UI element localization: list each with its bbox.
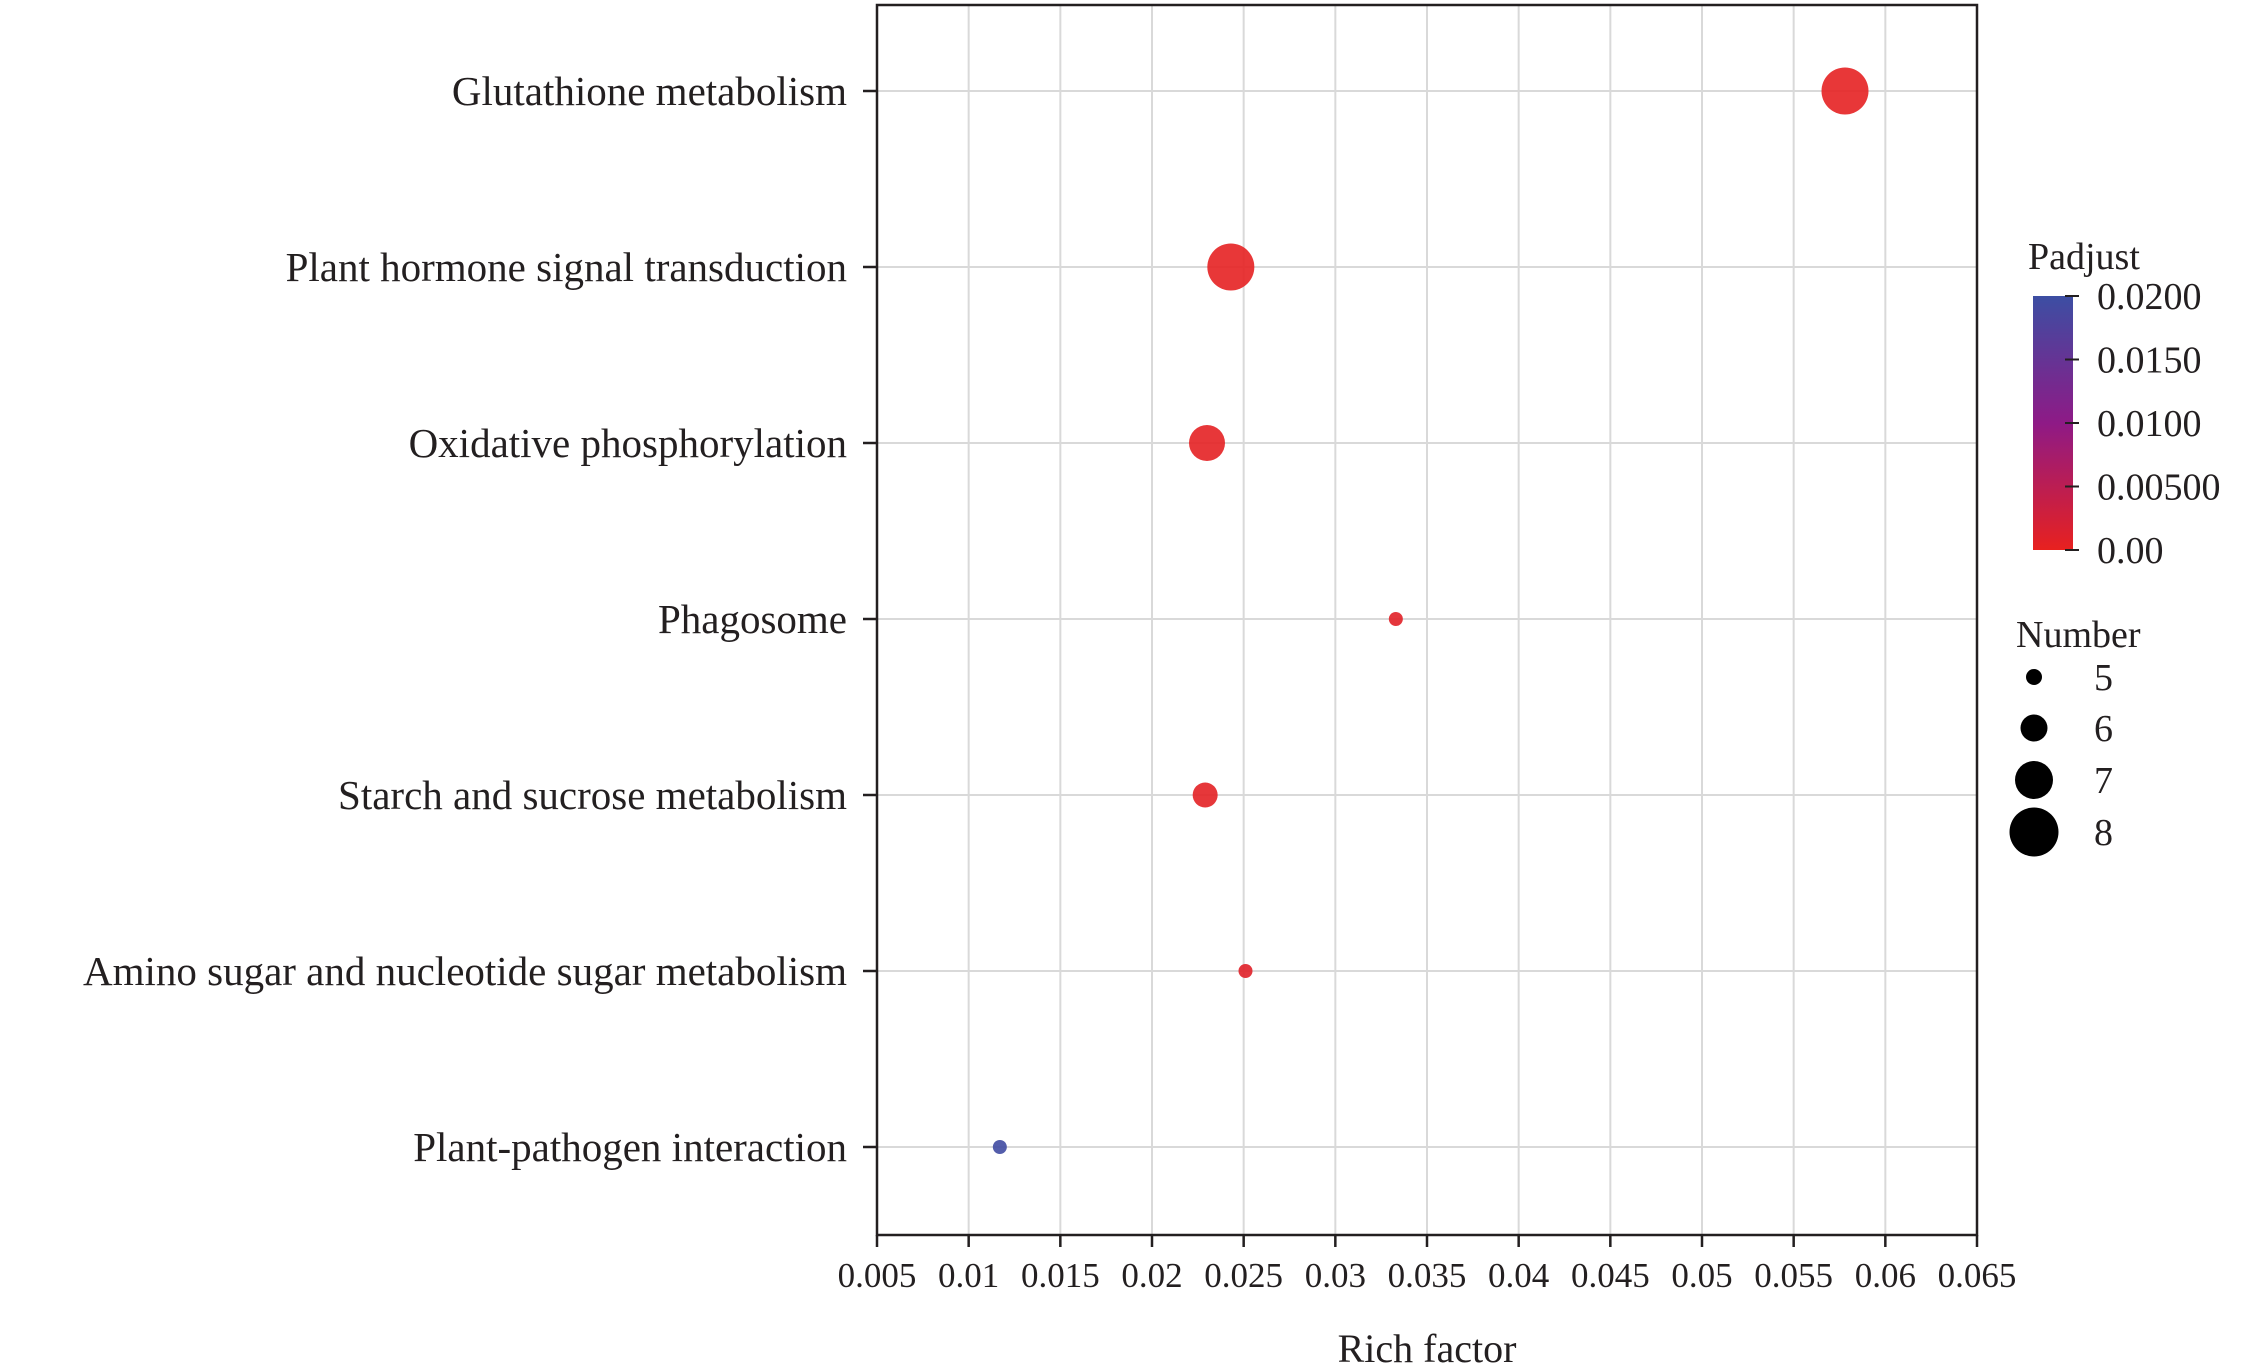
x-axis-title: Rich factor xyxy=(1338,1326,1517,1368)
color-legend-label: 0.0150 xyxy=(2097,340,2202,382)
data-point xyxy=(1207,243,1255,291)
x-axis-ticks xyxy=(875,1235,1979,1247)
data-point xyxy=(1189,425,1225,461)
x-tick-label: 0.005 xyxy=(838,1256,917,1295)
x-tick-label: 0.035 xyxy=(1388,1256,1467,1295)
x-tick-label: 0.045 xyxy=(1571,1256,1650,1295)
x-tick-label: 0.055 xyxy=(1754,1256,1833,1295)
data-point xyxy=(1821,67,1869,115)
size-legend-circle xyxy=(2026,669,2042,685)
y-axis-ticks xyxy=(863,89,877,1149)
x-tick-label: 0.05 xyxy=(1671,1256,1732,1295)
color-legend-title: Padjust xyxy=(2028,236,2140,278)
x-tick-label: 0.01 xyxy=(938,1256,999,1295)
category-label: Plant-pathogen interaction xyxy=(413,1124,847,1170)
size-legend-title: Number xyxy=(2016,614,2141,656)
size-legend-label: 5 xyxy=(2094,657,2113,699)
data-point xyxy=(1388,612,1403,626)
data-point xyxy=(1238,964,1253,978)
category-label: Starch and sucrose metabolism xyxy=(338,772,847,818)
x-tick-label: 0.03 xyxy=(1305,1256,1366,1295)
size-legend-circle xyxy=(2020,714,2048,742)
color-legend-label: 0.0200 xyxy=(2097,276,2202,318)
category-label: Amino sugar and nucleotide sugar metabol… xyxy=(83,948,847,994)
category-label: Phagosome xyxy=(658,596,847,642)
data-point xyxy=(992,1140,1007,1154)
x-tick-label: 0.015 xyxy=(1021,1256,1100,1295)
x-tick-label: 0.06 xyxy=(1855,1256,1916,1295)
x-tick-label: 0.065 xyxy=(1938,1256,2017,1295)
color-legend-ticks: 0.0200 0.0150 0.0100 0.00500 0.00 xyxy=(2065,276,2221,572)
size-legend-label: 8 xyxy=(2094,812,2113,854)
color-legend-label: 0.0100 xyxy=(2097,403,2202,445)
category-label: Plant hormone signal transduction xyxy=(286,244,847,290)
color-legend-label: 0.00 xyxy=(2097,530,2164,572)
data-point xyxy=(1192,782,1218,808)
size-legend-circle xyxy=(2009,807,2059,857)
y-axis-category-labels: Glutathione metabolism Plant hormone sign… xyxy=(83,68,847,1170)
category-label: Oxidative phosphorylation xyxy=(409,420,847,466)
size-legend-label: 7 xyxy=(2094,760,2113,802)
x-tick-label: 0.025 xyxy=(1204,1256,1283,1295)
size-legend-items: 5 6 7 8 xyxy=(2009,657,2113,857)
size-legend-circle xyxy=(2015,761,2053,799)
size-legend-label: 6 xyxy=(2094,708,2113,750)
x-axis-tick-labels: 0.005 0.01 0.015 0.02 0.025 0.03 0.035 0.04 0.04… xyxy=(838,1256,2017,1295)
x-tick-label: 0.02 xyxy=(1121,1256,1182,1295)
category-label: Glutathione metabolism xyxy=(452,68,847,114)
horizontal-gridlines xyxy=(877,90,1977,1148)
data-points xyxy=(992,67,1869,1154)
x-tick-label: 0.04 xyxy=(1488,1256,1549,1295)
color-legend-label: 0.00500 xyxy=(2097,467,2221,509)
